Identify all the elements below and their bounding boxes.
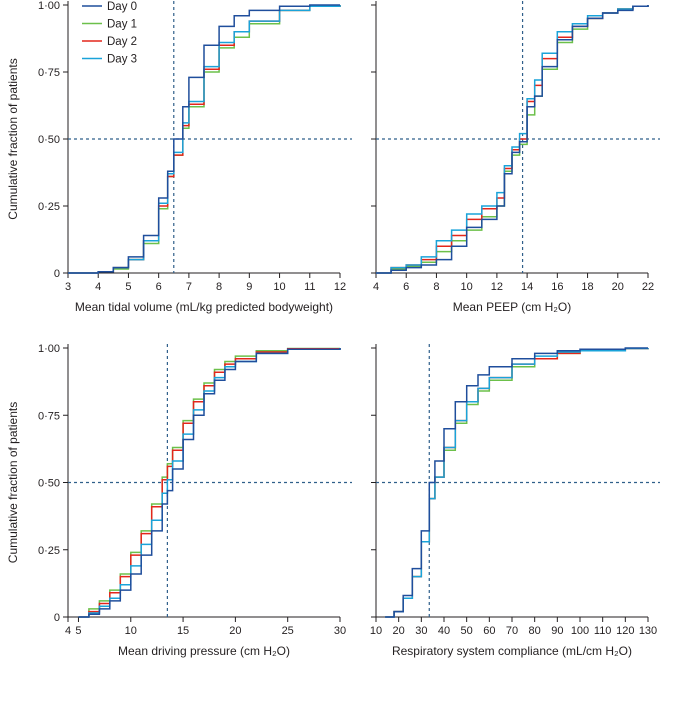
x-tick-label: 12 <box>334 281 346 293</box>
legend-label: Day 3 <box>107 54 137 66</box>
x-tick-label: 80 <box>529 625 541 637</box>
y-tick-label: 0·50 <box>38 134 60 146</box>
series-line-day-0 <box>78 348 341 618</box>
series-line-day-0 <box>376 5 649 274</box>
x-tick-label: 100 <box>571 625 589 637</box>
x-tick-label: 20 <box>393 625 405 637</box>
x-axis-title: Respiratory system compliance (mL/cm H₂O… <box>392 644 632 658</box>
x-tick-label: 50 <box>461 625 473 637</box>
chart-panel-4: 10 20 30 40 50 60 70 80 90 100 110 120 130 Respirator… <box>370 344 660 658</box>
y-tick-label: 0·75 <box>38 67 60 79</box>
legend: Day 0 Day 1 Day 2 Day 3 <box>82 1 137 66</box>
y-tick-label: 0·25 <box>38 545 60 557</box>
x-tick-label: 18 <box>581 281 593 293</box>
y-tick-label: 1·00 <box>38 0 60 12</box>
x-tick-label: 7 <box>186 281 192 293</box>
x-axis-title: Mean driving pressure (cm H₂O) <box>118 644 290 658</box>
x-tick-label: 130 <box>639 625 657 637</box>
x-tick-label: 8 <box>216 281 222 293</box>
x-tick-label: 110 <box>594 625 612 637</box>
x-tick-label: 25 <box>282 625 294 637</box>
chart-panel-2: 4 6 8 10 12 14 16 18 20 22 Mean PEEP (cm H₂O) <box>371 1 660 314</box>
legend-label: Day 0 <box>107 1 137 13</box>
series-line-day-0 <box>68 4 340 274</box>
x-tick-label: 16 <box>551 281 563 293</box>
legend-label: Day 1 <box>107 19 137 31</box>
x-tick-label: 30 <box>415 625 427 637</box>
y-axis-title: Cumulative fraction of patients <box>6 58 20 219</box>
x-tick-label: 4 <box>373 281 379 293</box>
x-tick-label: 90 <box>551 625 563 637</box>
x-tick-label: 15 <box>177 625 189 637</box>
x-tick-label: 30 <box>334 625 346 637</box>
x-tick-label: 9 <box>246 281 252 293</box>
y-tick-label: 0·75 <box>38 410 60 422</box>
y-tick-label: 0·50 <box>38 478 60 490</box>
x-axis-title: Mean tidal volume (mL/kg predicted bodyw… <box>75 300 333 314</box>
series-line-day-1 <box>376 5 649 274</box>
x-tick-label: 60 <box>483 625 495 637</box>
y-tick-label: 0·25 <box>38 201 60 213</box>
chart-panel-3: 0 0·25 0·50 0·75 1·00 4 5 10 15 20 25 30 Mean drivin… <box>6 343 352 658</box>
series-line-day-3 <box>376 5 649 274</box>
legend-label: Day 2 <box>107 36 137 48</box>
x-tick-label: 6 <box>156 281 162 293</box>
x-tick-label: 5 <box>75 625 81 637</box>
series-line-day-2 <box>376 5 649 274</box>
x-tick-label: 40 <box>438 625 450 637</box>
x-tick-label: 20 <box>612 281 624 293</box>
x-tick-label: 8 <box>433 281 439 293</box>
x-tick-label: 14 <box>521 281 533 293</box>
x-tick-label: 120 <box>616 625 634 637</box>
x-tick-label: 10 <box>370 625 382 637</box>
x-tick-label: 4 <box>65 625 71 637</box>
y-tick-label: 0 <box>54 268 60 280</box>
series-line-day-0 <box>385 347 648 618</box>
x-tick-label: 10 <box>125 625 137 637</box>
x-tick-label: 20 <box>229 625 241 637</box>
x-tick-label: 10 <box>273 281 285 293</box>
y-axis-title: Cumulative fraction of patients <box>6 402 20 563</box>
x-tick-label: 10 <box>461 281 473 293</box>
x-tick-label: 4 <box>95 281 101 293</box>
x-tick-label: 11 <box>304 281 315 293</box>
x-tick-label: 12 <box>491 281 503 293</box>
x-tick-label: 5 <box>125 281 131 293</box>
y-tick-label: 0 <box>54 612 60 624</box>
x-tick-label: 70 <box>506 625 518 637</box>
x-tick-label: 22 <box>642 281 654 293</box>
x-tick-label: 6 <box>403 281 409 293</box>
x-axis-title: Mean PEEP (cm H₂O) <box>453 300 571 314</box>
y-tick-label: 1·00 <box>38 343 60 355</box>
x-tick-label: 3 <box>65 281 71 293</box>
